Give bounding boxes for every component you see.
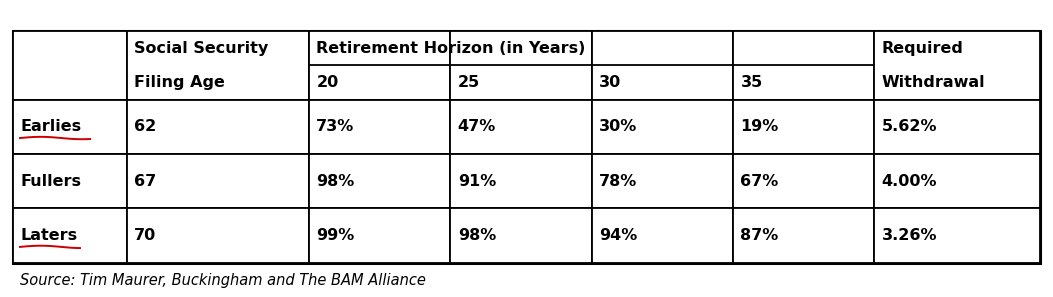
- Bar: [13, 208, 127, 263]
- Text: 5.62%: 5.62%: [881, 119, 937, 134]
- Text: 67: 67: [135, 174, 157, 189]
- Text: 70: 70: [135, 228, 157, 243]
- Bar: [309, 99, 451, 154]
- Bar: [874, 154, 1040, 208]
- Text: Required: Required: [881, 41, 963, 56]
- Text: 4.00%: 4.00%: [881, 174, 937, 189]
- Text: 35: 35: [740, 75, 762, 90]
- Bar: [733, 31, 874, 99]
- Bar: [309, 208, 451, 263]
- Bar: [451, 208, 592, 263]
- Bar: [127, 31, 309, 99]
- Text: Source: Tim Maurer, Buckingham and The BAM Alliance: Source: Tim Maurer, Buckingham and The B…: [20, 273, 425, 288]
- Text: 25: 25: [458, 75, 480, 90]
- Text: Fullers: Fullers: [20, 174, 81, 189]
- Bar: [874, 31, 1040, 99]
- Text: 98%: 98%: [316, 174, 355, 189]
- Text: 19%: 19%: [740, 119, 778, 134]
- Bar: [874, 99, 1040, 154]
- Text: 91%: 91%: [458, 174, 496, 189]
- Text: 73%: 73%: [316, 119, 355, 134]
- Text: 3.26%: 3.26%: [881, 228, 937, 243]
- Bar: [733, 154, 874, 208]
- Bar: [127, 208, 309, 263]
- Bar: [127, 154, 309, 208]
- Bar: [309, 31, 451, 99]
- Text: 30: 30: [599, 75, 621, 90]
- Bar: [451, 99, 592, 154]
- Bar: [592, 154, 733, 208]
- Bar: [592, 31, 733, 99]
- Bar: [874, 208, 1040, 263]
- Text: Earlies: Earlies: [20, 119, 81, 134]
- Bar: [451, 31, 592, 99]
- Bar: [13, 154, 127, 208]
- Bar: [309, 154, 451, 208]
- Bar: [733, 208, 874, 263]
- Text: 87%: 87%: [740, 228, 778, 243]
- Text: 94%: 94%: [599, 228, 637, 243]
- Text: Filing Age: Filing Age: [135, 75, 225, 90]
- Bar: [733, 99, 874, 154]
- Text: Laters: Laters: [20, 228, 77, 243]
- Bar: [127, 99, 309, 154]
- Text: 78%: 78%: [599, 174, 637, 189]
- Text: 99%: 99%: [316, 228, 355, 243]
- Text: Withdrawal: Withdrawal: [881, 75, 986, 90]
- Bar: [451, 154, 592, 208]
- Text: 62: 62: [135, 119, 157, 134]
- Text: 30%: 30%: [599, 119, 637, 134]
- Text: Retirement Horizon (in Years): Retirement Horizon (in Years): [316, 41, 585, 56]
- Text: 67%: 67%: [740, 174, 778, 189]
- Bar: [13, 31, 127, 99]
- Bar: [592, 208, 733, 263]
- Text: 98%: 98%: [458, 228, 496, 243]
- Text: Social Security: Social Security: [135, 41, 269, 56]
- Text: 20: 20: [316, 75, 338, 90]
- Bar: [592, 99, 733, 154]
- Text: 47%: 47%: [458, 119, 496, 134]
- Bar: [13, 99, 127, 154]
- Bar: [13, 31, 1040, 263]
